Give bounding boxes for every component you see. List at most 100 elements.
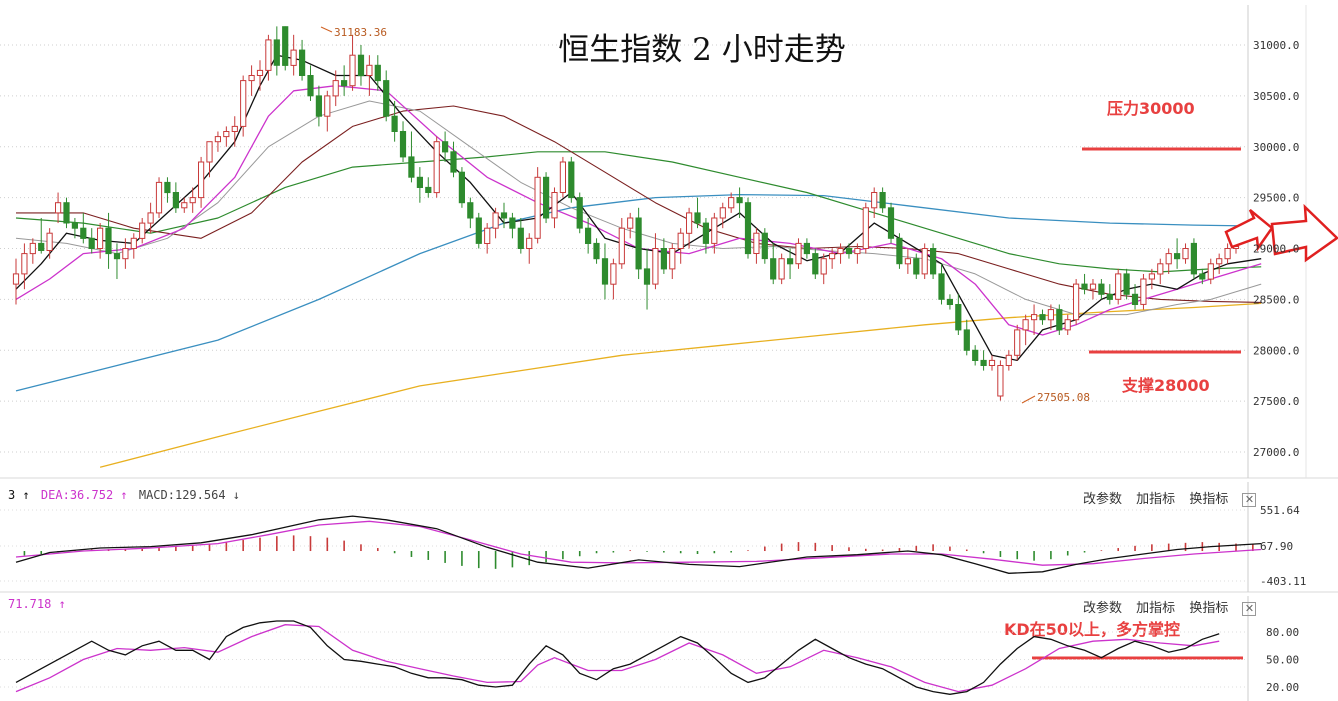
candle (248, 65, 255, 96)
candle-body (282, 26, 289, 66)
candle (265, 34, 272, 81)
candle-body (787, 258, 794, 265)
candle (29, 238, 36, 264)
candle (803, 238, 810, 259)
candle (1157, 258, 1164, 285)
price-tick-label: 28000.0 (1253, 344, 1299, 357)
kd-header: 71.718 ↑ (8, 597, 66, 611)
candle (181, 197, 188, 213)
candle (399, 121, 407, 163)
candle-body (627, 217, 634, 229)
candle (332, 70, 339, 107)
candle-body (1098, 283, 1105, 295)
candle-body (265, 39, 272, 71)
candle-body (139, 222, 146, 239)
candle (88, 228, 95, 254)
kd-change-params-button[interactable]: 改参数 (1083, 601, 1123, 616)
candle (837, 243, 844, 264)
price-tick-label: 30500.0 (1253, 90, 1299, 103)
candle (963, 319, 970, 356)
candle (282, 26, 289, 71)
candle-body (164, 181, 171, 194)
macd-close-icon[interactable]: ✕ (1242, 493, 1257, 507)
candle (728, 192, 735, 213)
candle (105, 212, 112, 269)
candle-body (946, 298, 953, 305)
resistance-label: 压力30000 (1107, 99, 1195, 118)
macd-change-params-button[interactable]: 改参数 (1083, 492, 1123, 507)
kd-close-icon[interactable]: ✕ (1242, 602, 1257, 616)
candle-body (307, 75, 314, 97)
candle (1123, 268, 1130, 300)
candle (130, 233, 137, 259)
grid-lines (0, 5, 1338, 701)
candle (425, 177, 432, 198)
candle-body (366, 64, 373, 77)
candle (921, 243, 928, 280)
macd-switch-indicator-button[interactable]: 换指标 (1189, 492, 1229, 507)
candle (1014, 324, 1021, 361)
macd-add-indicator-button[interactable]: 加指标 (1136, 492, 1176, 507)
price-tick-label: 27500.0 (1253, 395, 1299, 408)
kd-tick-label: 20.00 (1266, 681, 1299, 694)
candle-body (702, 222, 709, 244)
candle-body (122, 248, 129, 260)
candle (357, 45, 365, 86)
candle-body (938, 273, 945, 300)
candle-body (997, 365, 1004, 397)
candle-body (273, 39, 280, 66)
candle (442, 131, 449, 163)
candle (164, 177, 171, 203)
candle-body (71, 222, 79, 229)
candle (871, 187, 878, 218)
candle-body (904, 258, 911, 265)
candle (46, 228, 53, 259)
candle (1224, 243, 1231, 264)
candle-body (568, 161, 575, 199)
macd-tick-label: -403.11 (1260, 575, 1306, 588)
candle-body (980, 359, 987, 366)
candle-body (728, 197, 735, 209)
candle (1073, 279, 1080, 325)
candle (820, 253, 827, 285)
candle (585, 217, 592, 254)
candle-body (492, 212, 499, 229)
candle (930, 243, 937, 280)
chart-title: 恒生指数 2 小时走势 (558, 32, 845, 68)
price-tick-label: 27000.0 (1253, 446, 1299, 459)
candle (450, 141, 457, 178)
candle-body (38, 242, 45, 251)
candle-body (972, 349, 979, 361)
candle (1199, 268, 1206, 285)
candle-body (1056, 309, 1063, 331)
candle-body (416, 176, 423, 189)
candle (433, 136, 440, 198)
candle-body (1190, 242, 1198, 275)
candle (315, 85, 322, 127)
candle (627, 212, 634, 239)
candle-body (988, 359, 996, 366)
candle (618, 217, 625, 269)
candle-body (719, 207, 726, 219)
kd-switch-indicator-button[interactable]: 换指标 (1189, 601, 1229, 616)
candle-body (871, 192, 878, 209)
candle (829, 248, 836, 269)
candle (500, 202, 508, 229)
candle (206, 141, 213, 178)
candle-body (585, 227, 592, 244)
price-tick-label: 30000.0 (1253, 141, 1299, 154)
candle-body (450, 151, 457, 173)
candle (576, 192, 583, 234)
candle (147, 202, 154, 234)
kd-add-indicator-button[interactable]: 加指标 (1136, 601, 1176, 616)
candle (509, 212, 516, 239)
candle (652, 233, 659, 290)
candle-body (803, 242, 810, 255)
candle-body (383, 80, 390, 117)
candle (155, 177, 163, 218)
candle-body (299, 49, 306, 76)
candle (458, 167, 465, 208)
candle-body (332, 80, 339, 97)
candle-body (652, 248, 659, 285)
